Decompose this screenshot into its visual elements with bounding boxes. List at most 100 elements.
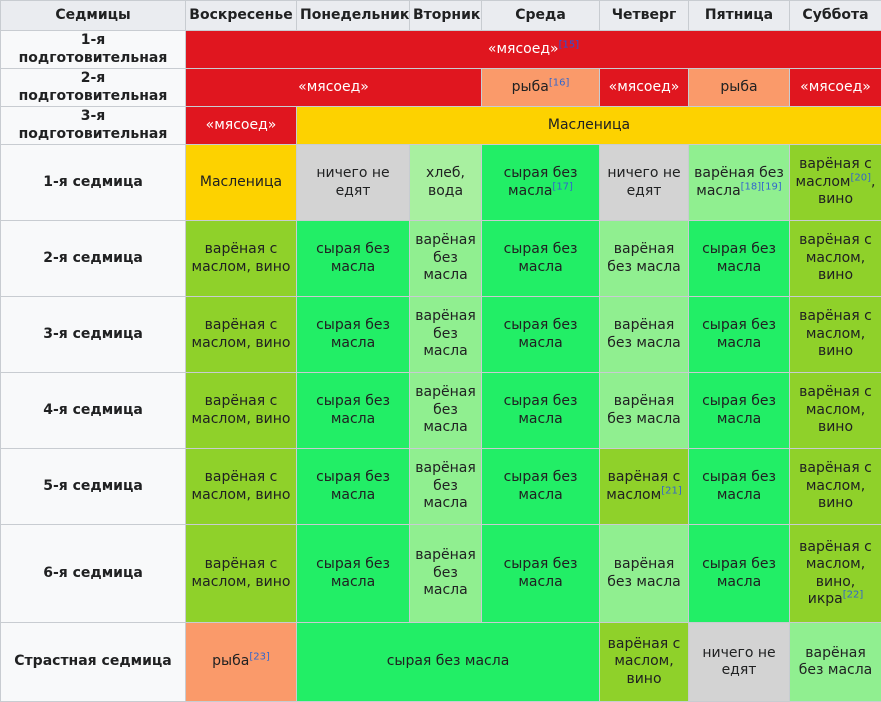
cell-text: «мясоед» [609, 79, 680, 95]
cell-fish: рыба [689, 69, 790, 107]
cell-cooked-no-oil: варёная без масла [790, 623, 881, 702]
header-row: Седмицы Воскресенье Понедельник Вторник … [1, 1, 881, 31]
row-label: Страстная седмица [1, 623, 186, 702]
weeks-column-header: Седмицы [1, 1, 186, 31]
row-label: 5-я седмица [1, 449, 186, 525]
cell-text: сырая без масла [702, 317, 776, 351]
cell-text: варёная с маслом, вино [192, 469, 291, 503]
row-label: 1-я подготовительная [1, 31, 186, 69]
week-row-4: 4-я седмица варёная с маслом, вино сырая… [1, 373, 881, 449]
cell-text: сырая без масла [702, 241, 776, 275]
row-label: 6-я седмица [1, 525, 186, 623]
row-label: 2-я подготовительная [1, 69, 186, 107]
reference-link[interactable]: [15] [559, 39, 580, 50]
prep-row-1: 1-я подготовительная «мясоед»[15] [1, 31, 881, 69]
cell-cooked-oil: варёная с маслом, вино [186, 373, 297, 449]
cell-text: варёная без масла [607, 393, 681, 427]
cell-text: варёная без масла [415, 232, 475, 283]
cell-cooked-no-oil: варёная без масла [410, 297, 482, 373]
cell-text: сырая без масла [316, 393, 390, 427]
cell-myasoed: «мясоед» [790, 69, 881, 107]
cell-text: ничего не едят [607, 165, 680, 199]
cell-text: ничего не едят [702, 645, 775, 679]
cell-cooked-no-oil: варёная без масла [410, 449, 482, 525]
cell-raw: сырая без масла [482, 373, 600, 449]
cell-raw: сырая без масла [482, 221, 600, 297]
cell-text: ничего не едят [316, 165, 389, 199]
week-row-holy: Страстная седмица рыба[23] сырая без мас… [1, 623, 881, 702]
cell-text: варёная с маслом, вино [799, 232, 872, 283]
cell-fish: рыба[23] [186, 623, 297, 702]
reference-link[interactable]: [22] [843, 589, 864, 600]
day-header-friday: Пятница [689, 1, 790, 31]
day-header-wednesday: Среда [482, 1, 600, 31]
day-header-saturday: Суббота [790, 1, 881, 31]
cell-myasoed: «мясоед» [186, 107, 297, 145]
cell-cooked-oil: варёная с маслом, вино [790, 221, 881, 297]
day-header-thursday: Четверг [600, 1, 689, 31]
cell-text: варёная без масла [607, 556, 681, 590]
cell-cooked-oil: варёная с маслом, вино [790, 297, 881, 373]
cell-text: хлеб, вода [426, 165, 465, 199]
row-label: 3-я подготовительная [1, 107, 186, 145]
cell-raw: сырая без масла [297, 297, 410, 373]
cell-maslenitsa: Масленица [297, 107, 881, 145]
cell-raw: сырая без масла [297, 623, 600, 702]
cell-text: варёная без масла [415, 384, 475, 435]
reference-link[interactable]: [21] [661, 485, 682, 496]
cell-raw: сырая без масла [689, 373, 790, 449]
cell-text: сырая без масла [504, 241, 578, 275]
prep-row-3: 3-я подготовительная «мясоед» Масленица [1, 107, 881, 145]
cell-text: сырая без масла [316, 469, 390, 503]
cell-raw: сырая без масла [297, 449, 410, 525]
cell-text: варёная с маслом, вино [192, 317, 291, 351]
cell-cooked-oil: варёная с маслом[21] [600, 449, 689, 525]
cell-fish: рыба[16] [482, 69, 600, 107]
reference-link[interactable]: [16] [549, 77, 570, 88]
cell-cooked-oil: варёная с маслом, вино, икра[22] [790, 525, 881, 623]
cell-raw: сырая без масла [482, 449, 600, 525]
week-row-6: 6-я седмица варёная с маслом, вино сырая… [1, 525, 881, 623]
cell-cooked-no-oil: варёная без масла [410, 525, 482, 623]
cell-raw: сырая без масла [482, 297, 600, 373]
cell-raw: сырая без масла [297, 221, 410, 297]
prep-row-2: 2-я подготовительная «мясоед» рыба[16] «… [1, 69, 881, 107]
reference-link[interactable]: [23] [249, 652, 270, 663]
cell-text: «мясоед» [206, 117, 277, 133]
cell-text: рыба [720, 79, 757, 95]
reference-link[interactable]: [17] [552, 181, 573, 192]
cell-text: сырая без масла [316, 241, 390, 275]
row-label: 1-я седмица [1, 145, 186, 221]
cell-raw: сырая без масла [689, 221, 790, 297]
cell-cooked-no-oil: варёная без масла [600, 373, 689, 449]
cell-text: сырая без масла [316, 317, 390, 351]
reference-link[interactable]: [18][19] [741, 181, 782, 192]
cell-text: рыба [212, 653, 249, 669]
row-label: 4-я седмица [1, 373, 186, 449]
week-row-3: 3-я седмица варёная с маслом, вино сырая… [1, 297, 881, 373]
cell-raw: сырая без масла [689, 297, 790, 373]
cell-myasoed: «мясоед» [600, 69, 689, 107]
cell-text: Масленица [548, 117, 630, 133]
cell-text: варёная без масла [415, 308, 475, 359]
cell-text: варёная без масла [799, 645, 873, 679]
cell-cooked-oil: варёная с маслом, вино [186, 221, 297, 297]
cell-text: варёная с маслом, вино [192, 393, 291, 427]
cell-raw: сырая без масла [689, 525, 790, 623]
cell-cooked-oil: варёная с маслом, вино [790, 373, 881, 449]
cell-nothing: ничего не едят [297, 145, 410, 221]
cell-nothing: ничего не едят [600, 145, 689, 221]
reference-link[interactable]: [20] [850, 172, 871, 183]
cell-cooked-oil: варёная с маслом, вино [186, 449, 297, 525]
day-header-tuesday: Вторник [410, 1, 482, 31]
cell-cooked-no-oil: варёная без масла [600, 525, 689, 623]
cell-text: варёная с маслом, вино [799, 384, 872, 435]
cell-text: варёная без масла [607, 241, 681, 275]
cell-cooked-oil: варёная с маслом[20], вино [790, 145, 881, 221]
cell-raw: сырая без масла [689, 449, 790, 525]
cell-text: варёная с маслом, вино [192, 241, 291, 275]
cell-text: «мясоед» [488, 41, 559, 57]
cell-cooked-no-oil: варёная без масла[18][19] [689, 145, 790, 221]
cell-text: сырая без масла [504, 469, 578, 503]
cell-text: сырая без масла [702, 469, 776, 503]
